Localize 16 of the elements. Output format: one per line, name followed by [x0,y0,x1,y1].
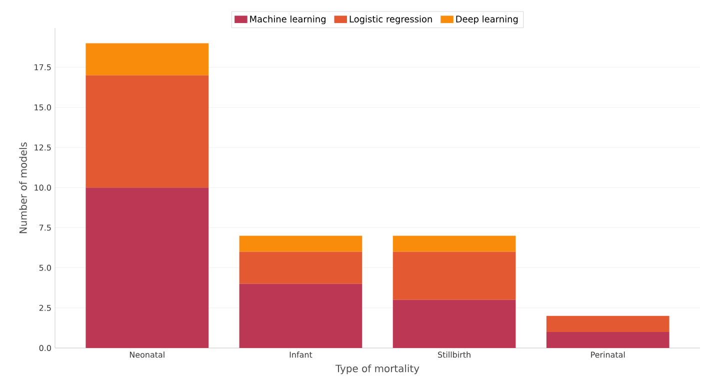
x-axis-title: Type of mortality [335,364,420,374]
legend-label: Machine learning [250,16,326,24]
legend-label: Logistic regression [350,16,432,24]
bar [239,284,362,348]
y-axis-title: Number of models [19,142,27,234]
legend-label: Deep learning [456,16,518,24]
bar [239,236,362,252]
bar [546,332,670,348]
bar [392,236,516,252]
bar [239,252,362,284]
bar [86,43,209,76]
bar [86,188,209,348]
bar [392,300,516,348]
bar [86,75,209,188]
bar [392,252,516,300]
bar [546,316,670,332]
